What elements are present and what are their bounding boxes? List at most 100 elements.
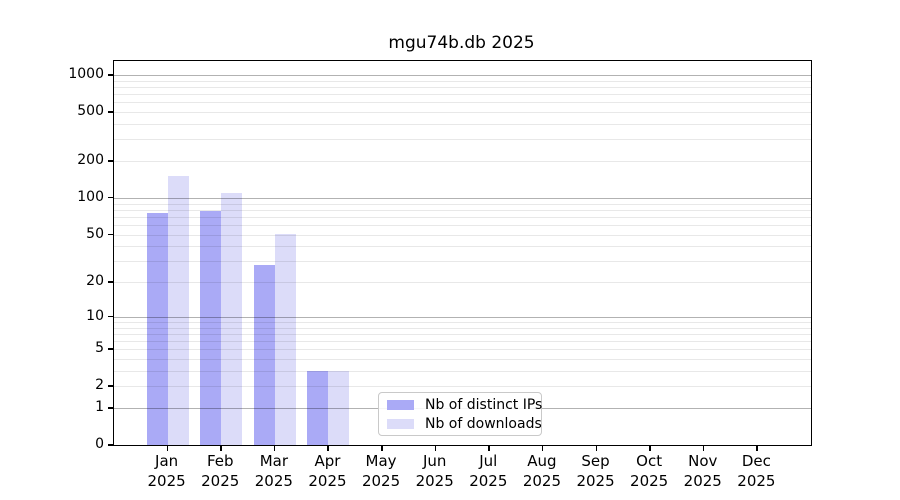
month-name: Mar: [259, 452, 288, 471]
legend-item: Nb of downloads: [379, 414, 542, 433]
gridline-minor: [114, 139, 811, 141]
gridline-minor: [114, 370, 811, 372]
month-year: 2025: [737, 472, 776, 491]
gridline-minor: [114, 333, 811, 335]
x-axis-month-label: Jan 2025: [132, 451, 202, 491]
month-name: Jul: [479, 452, 498, 471]
x-axis-tick-mark: [702, 445, 705, 451]
y-axis-tick-mark: [108, 444, 113, 446]
month-name: May: [365, 452, 397, 471]
x-axis-tick-mark: [595, 445, 598, 451]
x-axis-month-label: Feb 2025: [185, 451, 255, 491]
month-year: 2025: [308, 472, 347, 491]
legend-swatch-distinct-ips: [387, 399, 414, 410]
gridline-minor: [114, 282, 811, 284]
x-axis-tick-mark: [541, 445, 544, 451]
x-axis-tick-mark: [756, 445, 758, 451]
x-axis-month-label: May 2025: [346, 451, 416, 491]
gridline-minor: [114, 224, 811, 226]
y-axis-tick-label: 500: [77, 103, 104, 120]
gridline-minor: [114, 112, 811, 114]
month-year: 2025: [361, 472, 401, 491]
gridline-minor: [114, 321, 811, 323]
y-axis-tick-label: 0: [95, 436, 104, 453]
x-axis-month-label: Apr 2025: [292, 451, 362, 491]
month-name: Feb: [206, 452, 234, 471]
x-axis-month-label: Jun 2025: [400, 451, 470, 491]
gridline-minor: [114, 234, 811, 236]
x-axis-month-label: Jul 2025: [453, 451, 523, 491]
gridline-minor: [114, 94, 811, 96]
x-axis-tick-mark: [381, 445, 383, 451]
bar-downloads: [221, 192, 243, 446]
month-name: Jan: [155, 452, 179, 471]
x-axis-tick-mark: [273, 445, 276, 451]
y-axis-tick-label: 1: [95, 399, 104, 416]
y-axis-tick-mark: [108, 160, 113, 162]
gridline-minor: [114, 261, 811, 263]
y-axis-tick-label: 5: [95, 340, 104, 357]
month-year: 2025: [522, 472, 562, 491]
month-year: 2025: [630, 472, 669, 491]
month-name: Sep: [581, 452, 610, 471]
month-name: Apr: [314, 452, 341, 471]
legend-item: Nb of distinct IPs: [379, 395, 543, 414]
plot-area: [113, 60, 812, 446]
y-axis-tick-label: 20: [86, 273, 104, 290]
gridline-minor: [114, 209, 811, 211]
gridline-major: [114, 75, 811, 76]
gridline-minor: [114, 386, 811, 388]
month-name: Jun: [422, 452, 447, 471]
y-axis-tick-mark: [108, 348, 113, 350]
x-axis-month-label: Nov 2025: [668, 451, 738, 491]
gridline-minor: [114, 327, 811, 329]
x-axis-month-label: Dec 2025: [721, 451, 791, 491]
bar-downloads: [167, 176, 189, 446]
month-name: Nov: [688, 452, 718, 471]
month-name: Oct: [636, 452, 663, 471]
y-axis-tick-mark: [108, 74, 113, 76]
gridline-minor: [114, 102, 811, 104]
gridline-minor: [114, 246, 811, 248]
gridline-minor: [114, 216, 811, 218]
gridline-major: [114, 197, 811, 199]
bar-downloads: [328, 370, 350, 446]
x-axis-month-label: Aug 2025: [507, 451, 577, 491]
legend: Nb of distinct IPs Nb of downloads: [378, 392, 542, 436]
y-axis-tick-label: 200: [77, 152, 104, 169]
x-axis-month-label: Mar 2025: [239, 451, 309, 491]
y-axis-tick-mark: [108, 233, 113, 236]
legend-label: Nb of distinct IPs: [425, 396, 543, 413]
gridline-minor: [114, 161, 811, 163]
bar-distinct-ips: [200, 211, 222, 446]
gridline-major: [114, 316, 811, 318]
y-axis: 0 1 2 5 10 20 50 100 200 500 1000: [0, 60, 104, 453]
gridline-minor: [114, 80, 811, 82]
legend-swatch-downloads: [387, 418, 414, 429]
gridline-minor: [114, 349, 811, 351]
month-year: 2025: [683, 472, 722, 491]
x-axis-tick-mark: [434, 445, 437, 451]
x-axis-tick-mark: [220, 445, 222, 451]
month-name: Aug: [527, 452, 557, 471]
bar-downloads: [274, 233, 296, 446]
bar-distinct-ips: [307, 370, 329, 446]
gridline-minor: [114, 203, 811, 205]
legend-label: Nb of downloads: [425, 415, 542, 432]
gridline-minor: [114, 86, 811, 88]
bar-distinct-ips: [146, 213, 168, 446]
y-axis-tick-mark: [108, 407, 113, 409]
gridline-minor: [114, 341, 811, 342]
y-axis-tick-mark: [108, 281, 113, 283]
x-axis-tick-mark: [166, 445, 169, 451]
x-axis-tick-mark: [649, 445, 651, 451]
y-axis-tick-label: 100: [77, 188, 104, 205]
gridline-minor: [114, 359, 811, 361]
month-name: Dec: [741, 452, 771, 471]
month-year: 2025: [201, 472, 240, 491]
x-axis-tick-mark: [488, 445, 490, 451]
x-axis-month-label: Oct 2025: [614, 451, 684, 491]
x-axis-month-label: Sep 2025: [561, 451, 631, 491]
y-axis-tick-label: 50: [86, 225, 104, 242]
